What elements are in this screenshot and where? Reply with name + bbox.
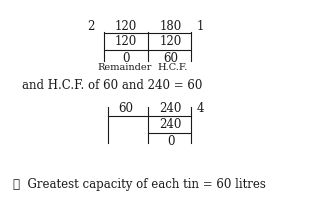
Text: Remainder: Remainder [97, 63, 152, 73]
Text: and H.C.F. of 60 and 240 = 60: and H.C.F. of 60 and 240 = 60 [22, 79, 203, 92]
Text: 0: 0 [167, 135, 174, 148]
Text: 120: 120 [160, 35, 182, 48]
Text: ∴  Greatest capacity of each tin = 60 litres: ∴ Greatest capacity of each tin = 60 lit… [13, 178, 266, 191]
Text: 240: 240 [160, 118, 182, 131]
Text: 0: 0 [122, 52, 130, 65]
Text: 180: 180 [160, 20, 182, 33]
Text: 60: 60 [163, 52, 178, 65]
Text: H.C.F.: H.C.F. [157, 63, 188, 73]
Text: 1: 1 [196, 20, 204, 33]
Text: 60: 60 [118, 102, 134, 115]
Text: 120: 120 [115, 35, 137, 48]
Text: 240: 240 [160, 102, 182, 115]
Text: 4: 4 [196, 102, 204, 115]
Text: 120: 120 [115, 20, 137, 33]
Text: 2: 2 [87, 20, 94, 33]
